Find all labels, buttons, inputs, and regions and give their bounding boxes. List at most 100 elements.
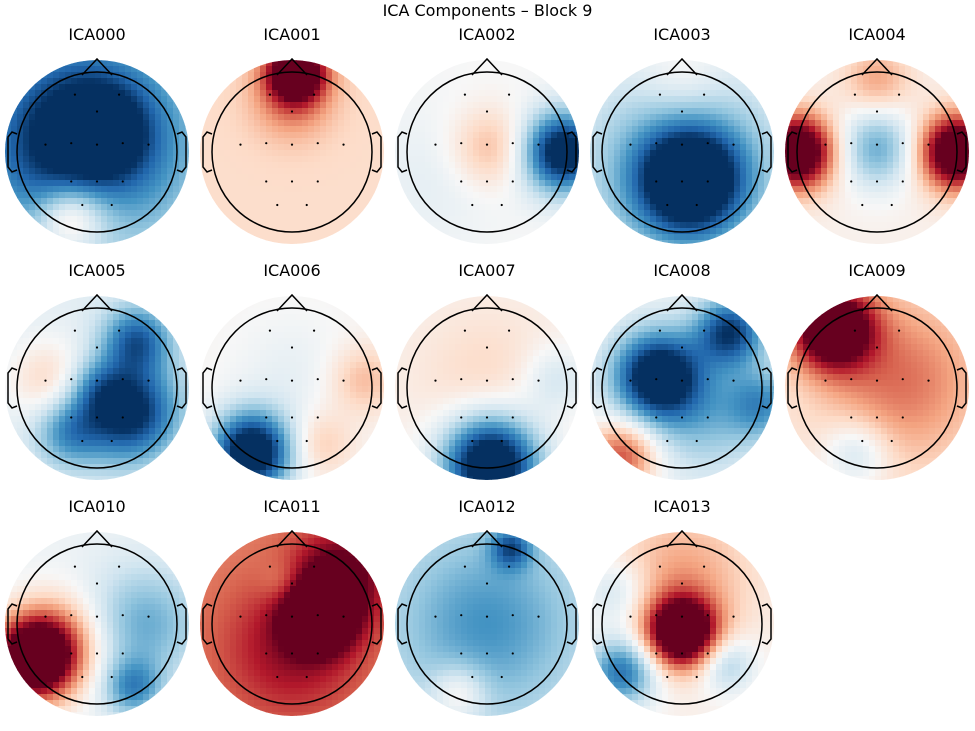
sensor-marker — [147, 615, 150, 618]
left-ear-outline — [787, 131, 798, 173]
sensor-marker — [485, 582, 489, 585]
scalp-field — [5, 60, 189, 244]
component-title: ICA000 — [68, 25, 125, 44]
sensor-marker — [824, 143, 827, 146]
sensor-marker — [875, 180, 879, 183]
sensor-marker — [897, 329, 901, 332]
sensor-marker — [706, 180, 709, 183]
nose-outline — [276, 57, 308, 76]
sensor-marker — [658, 329, 662, 332]
sensor-marker — [850, 416, 853, 419]
left-ear-outline — [7, 603, 18, 645]
sensor-marker — [305, 203, 308, 207]
sensor-marker — [485, 143, 489, 146]
sensor-marker — [434, 143, 437, 146]
sensor-marker — [239, 143, 242, 146]
sensor-marker — [850, 378, 853, 381]
sensor-marker — [44, 615, 47, 618]
sensor-marker — [290, 143, 294, 146]
right-ear-outline — [761, 131, 772, 173]
sensor-marker — [500, 439, 503, 443]
sensor-marker — [147, 143, 150, 146]
sensor-marker — [901, 180, 904, 183]
sensor-marker — [875, 143, 879, 146]
sensor-marker — [121, 652, 124, 655]
sensor-marker — [706, 614, 709, 617]
sensor-marker — [70, 614, 73, 617]
scalp-field — [590, 532, 774, 716]
sensor-marker — [485, 652, 489, 655]
sensor-marker — [875, 379, 879, 382]
component-title: ICA008 — [653, 261, 710, 280]
sensor-marker — [95, 615, 99, 618]
sensor-marker — [695, 203, 698, 207]
sensor-marker — [95, 416, 99, 419]
sensor-marker — [666, 203, 669, 207]
component-title: ICA004 — [848, 25, 905, 44]
sensor-marker — [117, 565, 121, 568]
sensor-marker — [537, 379, 540, 382]
sensor-marker — [305, 439, 308, 443]
sensor-marker — [460, 142, 463, 145]
topomap-ica001 — [200, 57, 384, 244]
topomap-ica012 — [395, 529, 579, 716]
right-ear-outline — [176, 131, 187, 173]
sensor-marker — [537, 143, 540, 146]
sensor-marker — [680, 379, 684, 382]
right-ear-outline — [566, 367, 577, 409]
sensor-marker — [95, 346, 99, 349]
sensor-marker — [81, 439, 84, 443]
component-title: ICA013 — [653, 497, 710, 516]
sensor-marker — [316, 378, 319, 381]
sensor-marker — [121, 142, 124, 145]
right-ear-outline — [956, 367, 967, 409]
scalp-field — [395, 532, 579, 716]
nose-outline — [81, 57, 113, 76]
sensor-marker — [853, 93, 857, 96]
sensor-marker — [680, 416, 684, 419]
sensor-marker — [265, 180, 268, 183]
sensor-marker — [268, 565, 272, 568]
sensor-marker — [507, 329, 511, 332]
component-title: ICA012 — [458, 497, 515, 516]
scalp-field — [395, 296, 579, 480]
scalp-field — [5, 532, 189, 716]
sensor-marker — [265, 142, 268, 145]
figure-title: ICA Components – Block 9 — [383, 1, 593, 20]
sensor-marker — [706, 142, 709, 145]
sensor-marker — [629, 615, 632, 618]
nose-outline — [666, 529, 698, 548]
head-outline — [601, 307, 763, 469]
nose-outline — [276, 293, 308, 312]
scalp-field — [200, 532, 384, 716]
right-ear-outline — [566, 131, 577, 173]
sensor-marker — [117, 93, 121, 96]
head-outline — [406, 307, 568, 469]
sensor-marker — [824, 379, 827, 382]
sensor-marker — [897, 93, 901, 96]
sensor-marker — [290, 582, 294, 585]
sensor-marker — [695, 439, 698, 443]
nose-outline — [276, 529, 308, 548]
head-outline — [211, 71, 373, 233]
sensor-marker — [121, 378, 124, 381]
sensor-marker — [658, 565, 662, 568]
sensor-marker — [70, 378, 73, 381]
sensor-marker — [265, 652, 268, 655]
nose-outline — [861, 293, 893, 312]
nose-outline — [81, 293, 113, 312]
sensor-marker — [500, 203, 503, 207]
sensor-marker — [850, 142, 853, 145]
sensor-marker — [861, 203, 864, 207]
sensor-marker — [147, 379, 150, 382]
sensor-marker — [511, 652, 514, 655]
sensor-marker — [927, 143, 930, 146]
right-ear-outline — [371, 131, 382, 173]
sensor-marker — [73, 93, 77, 96]
sensor-marker — [537, 615, 540, 618]
sensor-marker — [853, 329, 857, 332]
sensor-marker — [463, 93, 467, 96]
topomap-ica007 — [395, 293, 579, 480]
left-ear-outline — [202, 367, 213, 409]
sensor-marker — [901, 378, 904, 381]
